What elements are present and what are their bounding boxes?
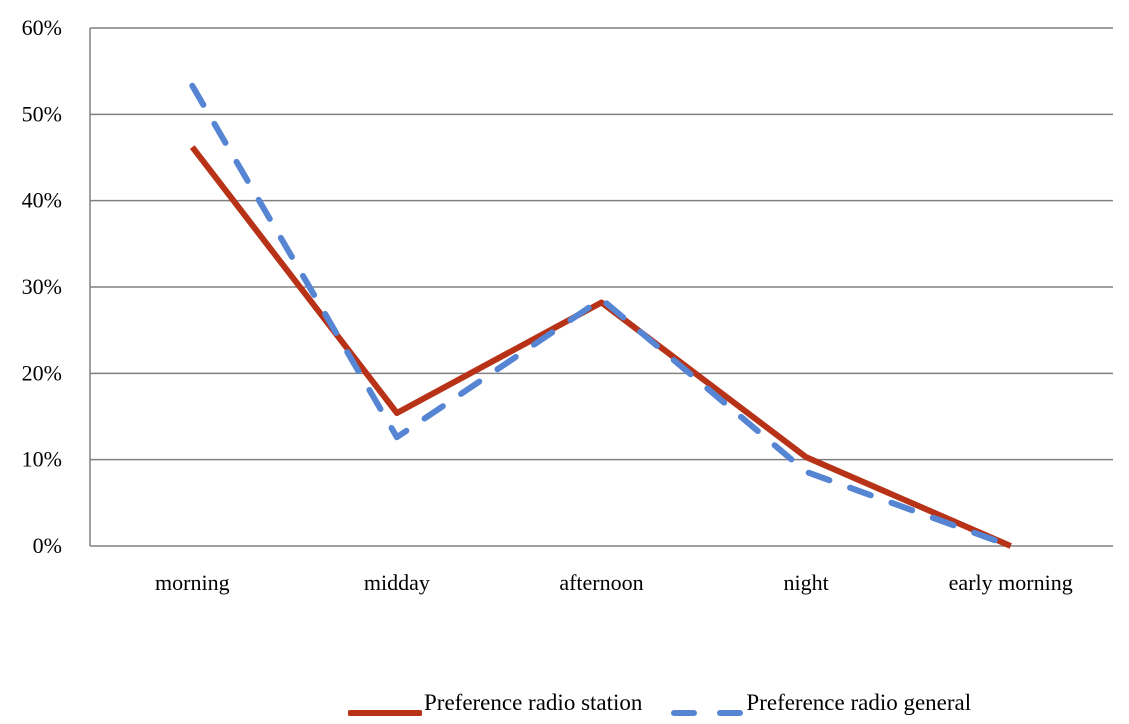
series-lines [189, 82, 1014, 549]
legend-swatch-general [670, 698, 744, 716]
legend-swatch-station [347, 698, 423, 716]
series-line-station [189, 145, 1012, 549]
y-tick-label: 30% [22, 274, 62, 299]
x-tick-label: night [783, 570, 828, 595]
y-tick-label: 50% [22, 101, 62, 126]
y-tick-label: 10% [22, 447, 62, 472]
x-tick-label: early morning [949, 570, 1073, 595]
x-tick-label: afternoon [559, 570, 643, 595]
legend: Preference radio station Preference radi… [347, 688, 971, 718]
y-tick-label: 40% [22, 188, 62, 213]
x-tick-label: midday [364, 570, 430, 595]
gridlines [90, 27, 1113, 461]
axes [89, 28, 1113, 547]
legend-item-general: Preference radio general [670, 690, 971, 716]
y-tick-label: 60% [22, 15, 62, 40]
x-tick-label: morning [155, 570, 230, 595]
y-tick-label: 0% [33, 533, 62, 558]
series-line-general [189, 82, 1014, 549]
y-axis-ticks: 0% 10% 20% 30% 40% 50% 60% [22, 15, 62, 558]
legend-label-station: Preference radio station [424, 690, 643, 715]
legend-label-general: Preference radio general [746, 690, 972, 715]
x-axis-ticks: morning midday afternoon night early morning [155, 570, 1073, 595]
y-tick-label: 20% [22, 360, 62, 385]
legend-item-station: Preference radio station [347, 690, 643, 716]
